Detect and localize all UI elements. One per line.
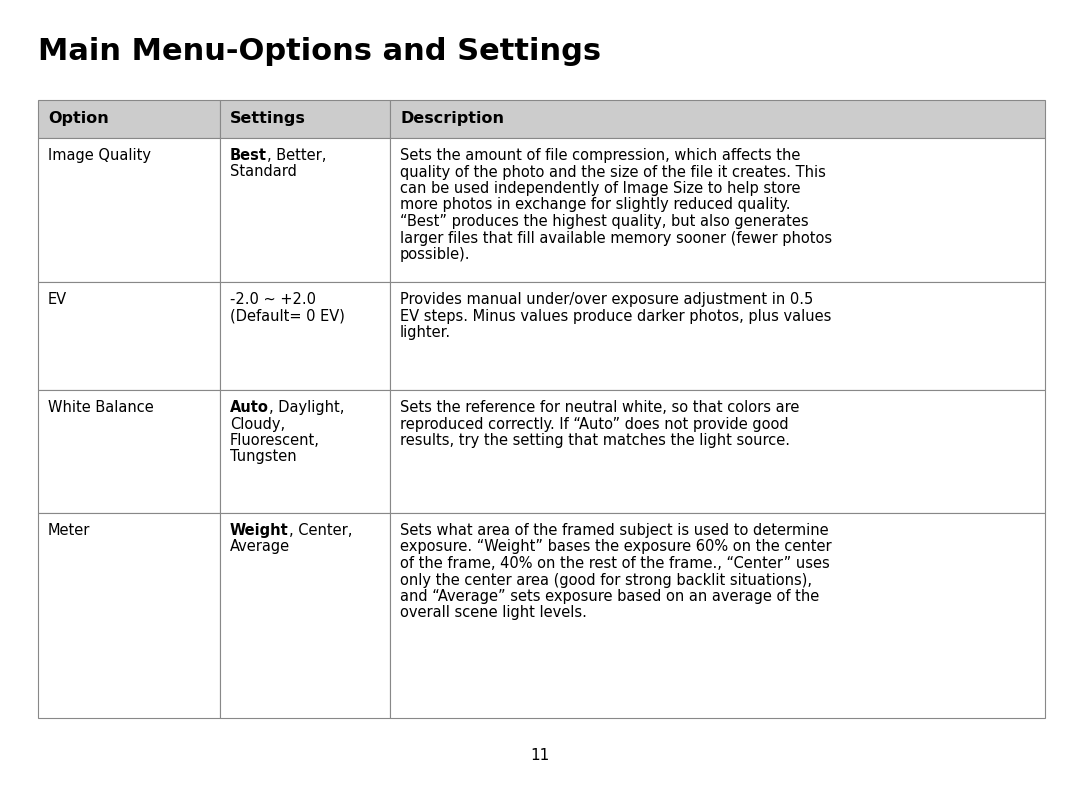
Text: Standard: Standard (230, 165, 297, 180)
Bar (38, 138, 220, 282)
Text: of the frame, 40% on the rest of the frame., “Center” uses: of the frame, 40% on the rest of the fra… (400, 556, 829, 571)
Text: Description: Description (400, 111, 504, 126)
Text: and “Average” sets exposure based on an average of the: and “Average” sets exposure based on an … (400, 589, 820, 604)
Bar (390, 282, 1045, 390)
Bar (390, 390, 1045, 513)
Bar (390, 138, 1045, 282)
Text: Settings: Settings (230, 111, 306, 126)
Text: Fluorescent,: Fluorescent, (230, 433, 320, 448)
Text: Sets the amount of file compression, which affects the: Sets the amount of file compression, whi… (400, 148, 800, 163)
Bar (220, 282, 390, 390)
Bar (220, 138, 390, 282)
Text: lighter.: lighter. (400, 325, 451, 340)
Bar (220, 390, 390, 513)
Text: Sets the reference for neutral white, so that colors are: Sets the reference for neutral white, so… (400, 400, 799, 415)
Text: Provides manual under/over exposure adjustment in 0.5: Provides manual under/over exposure adju… (400, 292, 813, 307)
Text: White Balance: White Balance (48, 400, 153, 415)
Bar (390, 513, 1045, 718)
Text: Auto: Auto (230, 400, 269, 415)
Text: reproduced correctly. If “Auto” does not provide good: reproduced correctly. If “Auto” does not… (400, 417, 788, 432)
Bar (38, 282, 220, 390)
Bar (38, 390, 220, 513)
Text: EV steps. Minus values produce darker photos, plus values: EV steps. Minus values produce darker ph… (400, 309, 832, 323)
Text: larger files that fill available memory sooner (fewer photos: larger files that fill available memory … (400, 231, 832, 246)
Text: EV: EV (48, 292, 67, 307)
Text: Meter: Meter (48, 523, 91, 538)
Text: -2.0 ~ +2.0: -2.0 ~ +2.0 (230, 292, 316, 307)
Text: can be used independently of Image Size to help store: can be used independently of Image Size … (400, 181, 800, 196)
Bar (220, 100, 390, 138)
Text: Image Quality: Image Quality (48, 148, 151, 163)
Text: , Center,: , Center, (288, 523, 352, 538)
Bar (220, 513, 390, 718)
Text: Option: Option (48, 111, 109, 126)
Text: Weight: Weight (230, 523, 288, 538)
Text: more photos in exchange for slightly reduced quality.: more photos in exchange for slightly red… (400, 198, 791, 213)
Text: Best: Best (230, 148, 267, 163)
Text: only the center area (good for strong backlit situations),: only the center area (good for strong ba… (400, 572, 812, 587)
Text: , Better,: , Better, (267, 148, 326, 163)
Bar (390, 100, 1045, 138)
Text: quality of the photo and the size of the file it creates. This: quality of the photo and the size of the… (400, 165, 826, 180)
Text: Sets what area of the framed subject is used to determine: Sets what area of the framed subject is … (400, 523, 828, 538)
Text: , Daylight,: , Daylight, (269, 400, 345, 415)
Text: “Best” produces the highest quality, but also generates: “Best” produces the highest quality, but… (400, 214, 809, 229)
Text: Tungsten: Tungsten (230, 450, 297, 465)
Text: 11: 11 (530, 747, 550, 762)
Text: overall scene light levels.: overall scene light levels. (400, 605, 586, 620)
Text: Cloudy,: Cloudy, (230, 417, 285, 432)
Text: (Default= 0 EV): (Default= 0 EV) (230, 309, 345, 323)
Text: exposure. “Weight” bases the exposure 60% on the center: exposure. “Weight” bases the exposure 60… (400, 539, 832, 554)
Text: possible).: possible). (400, 247, 471, 262)
Bar (38, 100, 220, 138)
Text: results, try the setting that matches the light source.: results, try the setting that matches th… (400, 433, 789, 448)
Text: Main Menu-Options and Settings: Main Menu-Options and Settings (38, 37, 602, 66)
Bar (38, 513, 220, 718)
Text: Average: Average (230, 539, 291, 554)
